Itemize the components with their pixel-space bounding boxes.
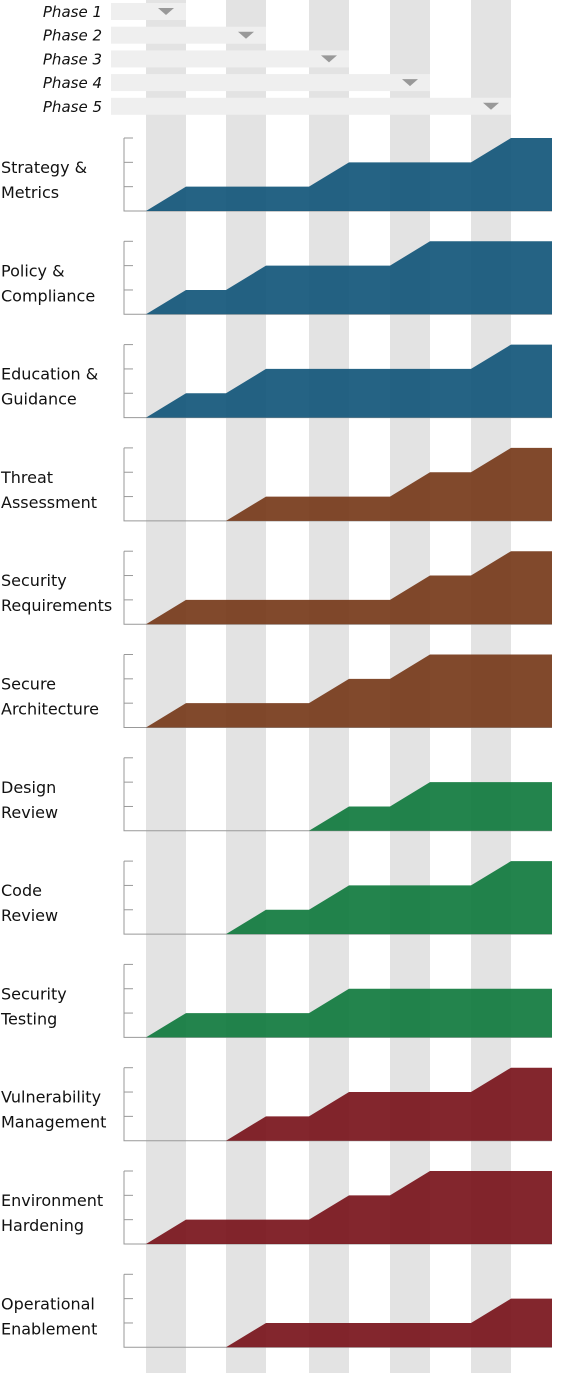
practice-row-8: Code Review xyxy=(1,860,552,935)
maturity-area-12 xyxy=(146,1298,552,1348)
down-arrow-icon xyxy=(158,8,174,15)
phase-bar-3 xyxy=(111,50,349,68)
practice-row-6: Secure Architecture xyxy=(1,654,552,728)
phase-bar-4 xyxy=(111,74,430,92)
phase-label-1: Phase 1 xyxy=(43,3,102,21)
maturity-area-4 xyxy=(146,447,552,521)
phase-header: Phase 1 Phase 2 Phase 3 Phase 4 Phase 5 xyxy=(43,3,511,116)
practice-label-line2: Review xyxy=(1,906,58,925)
practice-label-line2: Architecture xyxy=(1,700,99,719)
maturity-area-6 xyxy=(146,654,552,728)
practice-label-line2: Management xyxy=(1,1113,106,1132)
practice-label-line1: Threat xyxy=(0,468,53,487)
practice-label-line2: Compliance xyxy=(1,286,95,305)
down-arrow-icon xyxy=(483,102,499,110)
practice-label-line1: Strategy & xyxy=(1,158,87,177)
practice-row-12: Operational Enablement xyxy=(1,1273,552,1348)
phase-label-3: Phase 3 xyxy=(43,50,102,68)
practice-label-line2: Requirements xyxy=(1,596,112,615)
practice-label-line1: Design xyxy=(1,778,56,797)
practice-row-3: Education & Guidance xyxy=(1,344,552,419)
practice-label-line1: Security xyxy=(1,571,67,590)
phase-bar-5 xyxy=(111,97,511,115)
phase-column-2 xyxy=(226,0,266,1373)
practice-row-5: Security Requirements xyxy=(1,550,552,625)
practice-label-line2: Guidance xyxy=(1,390,77,409)
practice-label-line1: Education & xyxy=(1,365,98,384)
maturity-area-2 xyxy=(146,241,552,315)
practice-row-11: Environment Hardening xyxy=(1,1170,552,1245)
maturity-area-1 xyxy=(146,138,552,211)
down-arrow-icon xyxy=(321,55,337,63)
phase-label-4: Phase 4 xyxy=(43,74,102,92)
practice-label-line1: Environment xyxy=(1,1191,103,1210)
phase-label-2: Phase 2 xyxy=(43,27,102,45)
maturity-area-7 xyxy=(146,782,552,831)
practice-label-line1: Vulnerability xyxy=(1,1088,101,1107)
phase-label-5: Phase 5 xyxy=(43,98,102,116)
phase-bar-1 xyxy=(111,3,186,20)
practice-label-line1: Policy & xyxy=(1,261,65,280)
practice-row-7: Design Review xyxy=(1,757,552,832)
maturity-area-5 xyxy=(146,551,552,625)
maturity-area-10 xyxy=(146,1067,552,1141)
practice-label-line2: Hardening xyxy=(1,1216,84,1235)
maturity-area-11 xyxy=(146,1171,552,1244)
practice-label-line2: Assessment xyxy=(1,493,97,512)
practice-label-line2: Enablement xyxy=(1,1319,97,1338)
maturity-area-9 xyxy=(146,988,552,1038)
maturity-area-3 xyxy=(146,344,552,418)
practice-label-line2: Testing xyxy=(0,1009,57,1028)
practice-rows: Strategy & Metrics Policy & Compliance Educa… xyxy=(0,137,552,1348)
phase-bar-2 xyxy=(111,26,266,44)
practice-row-1: Strategy & Metrics xyxy=(1,137,552,212)
maturity-area-8 xyxy=(146,861,552,935)
practice-row-9: Security Testing xyxy=(0,963,552,1038)
practice-label-line1: Security xyxy=(1,984,67,1003)
practice-label-line2: Metrics xyxy=(1,183,59,202)
practice-row-10: Vulnerability Management xyxy=(1,1067,552,1142)
practice-label-line2: Review xyxy=(1,803,58,822)
phase-column-1 xyxy=(146,0,186,1373)
practice-row-4: Threat Assessment xyxy=(0,447,552,522)
practice-label-line1: Operational xyxy=(1,1294,95,1313)
down-arrow-icon xyxy=(402,79,418,87)
practice-label-line1: Code xyxy=(1,881,42,900)
practice-row-2: Policy & Compliance xyxy=(1,240,552,315)
down-arrow-icon xyxy=(238,31,254,39)
practice-label-line1: Secure xyxy=(1,675,56,694)
